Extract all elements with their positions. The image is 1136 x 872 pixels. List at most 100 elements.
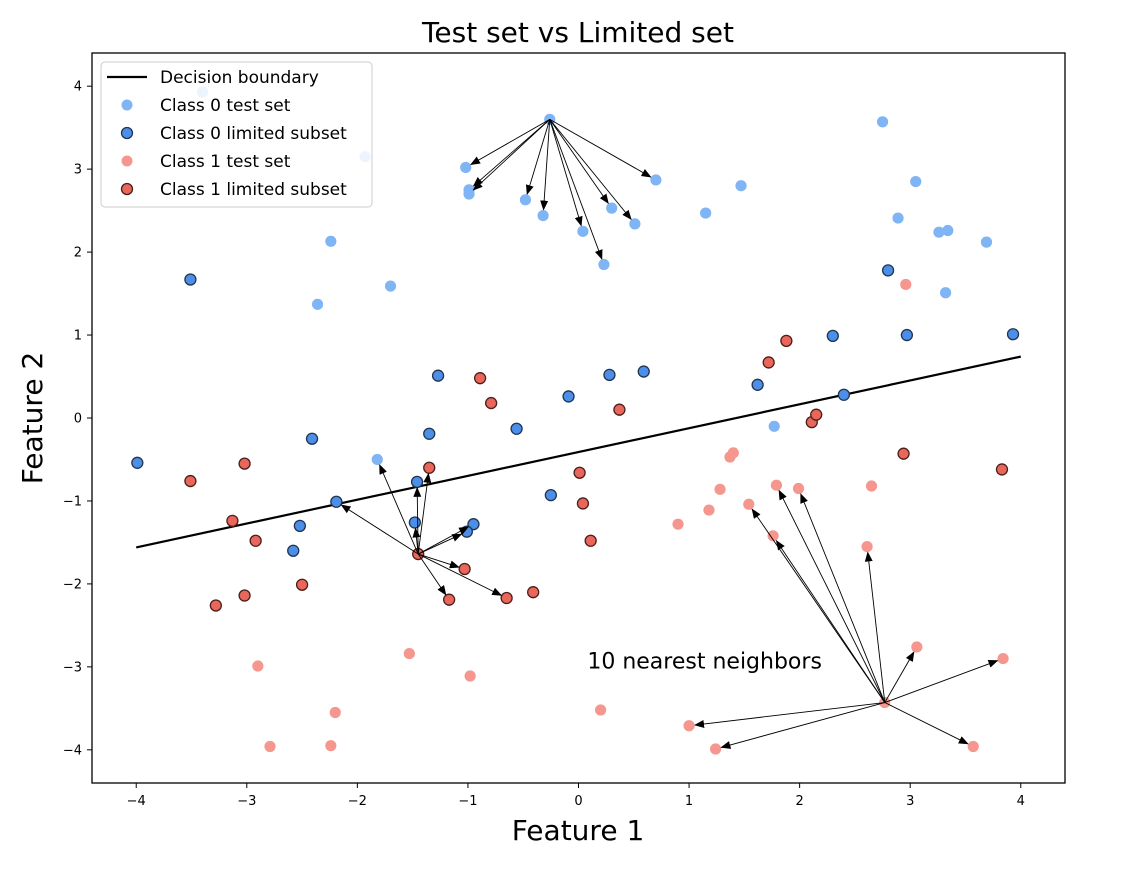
plot-area <box>131 86 1022 755</box>
class-1-limited-subset-point <box>995 463 1009 476</box>
class-0-limited-subset-point <box>510 422 523 435</box>
y-tick-label: 1 <box>74 329 82 344</box>
legend-box <box>100 61 373 208</box>
neighbor-arrow <box>884 651 915 703</box>
neighbor-arrow <box>413 486 422 555</box>
y-tick-label: 2 <box>74 246 82 261</box>
class-1-test-set-point <box>770 479 783 491</box>
y-tick-label: 0 <box>74 412 82 427</box>
neighbor-arrow <box>884 702 969 745</box>
class-1-test-set-point <box>464 670 476 682</box>
class-1-test-set-point <box>967 740 979 753</box>
class-1-limited-subset-point <box>423 461 436 474</box>
class-0-limited-subset-point <box>408 516 422 529</box>
decision-boundary-layer <box>135 355 1022 549</box>
class-0-test-set-point <box>519 194 532 206</box>
y-tick-label: −3 <box>63 660 82 675</box>
class-0-limited-subset-point <box>305 432 319 445</box>
legend: Decision boundary Class 0 test set Class 0… <box>100 61 373 208</box>
class-0-test-set-point <box>942 224 954 237</box>
class-0-test-set-point <box>371 453 383 466</box>
legend-swatch-class-1-limited-subset <box>120 182 134 196</box>
class-0-test-set-point <box>876 116 889 128</box>
y-tick-label: −4 <box>63 743 82 758</box>
class-1-limited-subset-point <box>473 372 487 385</box>
axis-ticks: −4 −3 −2 −1 0 1 2 3 4 −4 −3 −2 −1 0 1 2 3 4 <box>63 80 1025 809</box>
x-tick-label: −1 <box>458 794 477 809</box>
class-1-test-set-point <box>792 482 805 495</box>
class-0-limited-subset-point <box>330 495 343 508</box>
plot-frame <box>91 52 1066 784</box>
class-0-test-set-point <box>980 236 993 248</box>
neighbor-arrow <box>720 702 885 749</box>
class-0-test-set-point <box>735 180 747 192</box>
class-1-limited-subset-point <box>184 474 197 488</box>
neighbor-arrow <box>412 527 421 555</box>
class-0-test-set-point <box>650 174 662 186</box>
class-0-limited-subset-point <box>423 427 436 440</box>
class-1-test-set-point <box>743 498 755 510</box>
class-0-limited-subset-point <box>544 488 558 502</box>
class-0-test-set-point <box>311 298 324 310</box>
class-1-test-set-point <box>900 278 912 291</box>
neighbor-arrow <box>778 489 886 703</box>
class-0-test-set-point <box>700 207 712 219</box>
class-1-limited-subset-point <box>226 514 239 528</box>
y-tick-label: 4 <box>74 80 82 95</box>
class-1-test-set-point <box>672 518 684 530</box>
x-axis-title: Feature 1 <box>512 814 645 847</box>
class-0-limited-subset-point <box>293 519 307 532</box>
class-0-test-set-point <box>460 161 472 174</box>
data-points-layer <box>131 86 1020 755</box>
neighbor-arrow <box>417 526 470 555</box>
class-1-limited-subset-point <box>573 466 586 479</box>
class-1-test-set-point <box>403 647 415 660</box>
class-1-test-set-point <box>861 540 873 553</box>
class-0-limited-subset-point <box>881 264 895 277</box>
neighbor-arrow <box>417 553 503 596</box>
class-1-test-set-point <box>865 480 878 492</box>
neighbor-arrow <box>525 119 551 196</box>
neighbor-arrow <box>540 119 551 211</box>
class-1-test-set-point <box>252 660 264 672</box>
class-1-limited-subset-point <box>249 534 262 547</box>
class-1-limited-subset-point <box>584 534 597 547</box>
neighbor-arrow <box>418 553 460 569</box>
class-1-test-set-point <box>911 641 923 653</box>
class-0-test-set-point <box>629 218 641 230</box>
class-1-test-set-point <box>683 720 695 732</box>
neighbor-arrow <box>549 118 652 178</box>
class-1-limited-subset-point <box>762 356 775 369</box>
class-1-limited-subset-point <box>780 334 793 348</box>
neighbor-arrow <box>472 119 551 191</box>
class-1-test-set-point <box>767 530 779 542</box>
x-tick-label: 4 <box>1017 794 1025 809</box>
y-tick-label: 3 <box>74 163 82 178</box>
class-1-limited-subset-point <box>458 562 471 576</box>
class-0-limited-subset-point <box>431 369 445 382</box>
class-1-test-set-point <box>595 704 607 716</box>
class-0-limited-subset-point <box>637 365 650 378</box>
x-tick-label: −4 <box>127 794 146 809</box>
class-1-limited-subset-point <box>209 599 222 612</box>
neighbor-arrow <box>549 119 632 221</box>
class-0-limited-subset-point <box>131 456 144 469</box>
neighbor-arrow <box>800 493 886 703</box>
class-0-limited-subset-point <box>410 475 424 489</box>
class-1-limited-subset-point <box>500 591 513 605</box>
neighbor-arrow <box>379 464 419 555</box>
class-1-test-set-point <box>329 706 341 719</box>
class-1-test-set-point <box>714 483 726 495</box>
neighbor-arrow <box>470 118 550 165</box>
class-0-limited-subset-point <box>184 273 197 286</box>
y-axis-title: Feature 2 <box>16 352 49 485</box>
x-tick-label: 0 <box>574 794 582 809</box>
legend-label-decision-boundary: Decision boundary <box>160 68 319 88</box>
legend-swatch-class-1-test-set <box>121 155 133 167</box>
x-tick-label: 2 <box>795 794 803 809</box>
class-1-limited-subset-point <box>897 447 910 460</box>
class-0-test-set-point <box>933 226 945 238</box>
class-0-limited-subset-point <box>287 544 300 557</box>
class-1-limited-subset-point <box>238 589 251 602</box>
neighbor-arrow <box>884 660 999 703</box>
